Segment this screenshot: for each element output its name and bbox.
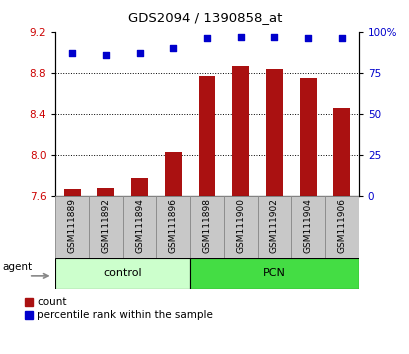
Bar xyxy=(333,108,349,196)
Point xyxy=(237,34,243,40)
Text: GSM111896: GSM111896 xyxy=(169,198,178,253)
Text: GSM111889: GSM111889 xyxy=(67,198,76,253)
Bar xyxy=(257,196,291,258)
Text: GSM111902: GSM111902 xyxy=(269,198,278,253)
Bar xyxy=(232,66,249,196)
Bar xyxy=(190,258,358,289)
Text: GDS2094 / 1390858_at: GDS2094 / 1390858_at xyxy=(128,11,281,24)
Bar xyxy=(55,258,190,289)
Bar xyxy=(164,152,181,196)
Bar xyxy=(55,196,89,258)
Text: agent: agent xyxy=(3,262,33,272)
Bar xyxy=(291,196,324,258)
Point xyxy=(170,46,176,51)
Text: GSM111900: GSM111900 xyxy=(236,198,245,253)
Text: PCN: PCN xyxy=(263,268,285,279)
Point xyxy=(69,50,75,56)
Point xyxy=(102,52,109,58)
Bar xyxy=(198,76,215,196)
Text: control: control xyxy=(103,268,142,279)
Text: GSM111898: GSM111898 xyxy=(202,198,211,253)
Bar xyxy=(324,196,358,258)
Text: GSM111904: GSM111904 xyxy=(303,198,312,253)
Bar xyxy=(89,196,122,258)
Point xyxy=(270,34,277,40)
Text: GSM111906: GSM111906 xyxy=(337,198,346,253)
Point xyxy=(203,36,210,41)
Bar xyxy=(97,188,114,196)
Bar xyxy=(223,196,257,258)
Point xyxy=(304,36,311,41)
Point xyxy=(338,36,344,41)
Bar xyxy=(265,69,282,196)
Bar xyxy=(299,78,316,196)
Bar xyxy=(131,178,148,196)
Bar xyxy=(190,196,223,258)
Bar xyxy=(156,196,190,258)
Bar xyxy=(122,196,156,258)
Text: GSM111894: GSM111894 xyxy=(135,198,144,253)
Bar xyxy=(64,189,81,196)
Legend: count, percentile rank within the sample: count, percentile rank within the sample xyxy=(26,297,213,320)
Text: GSM111892: GSM111892 xyxy=(101,198,110,253)
Point xyxy=(136,50,143,56)
